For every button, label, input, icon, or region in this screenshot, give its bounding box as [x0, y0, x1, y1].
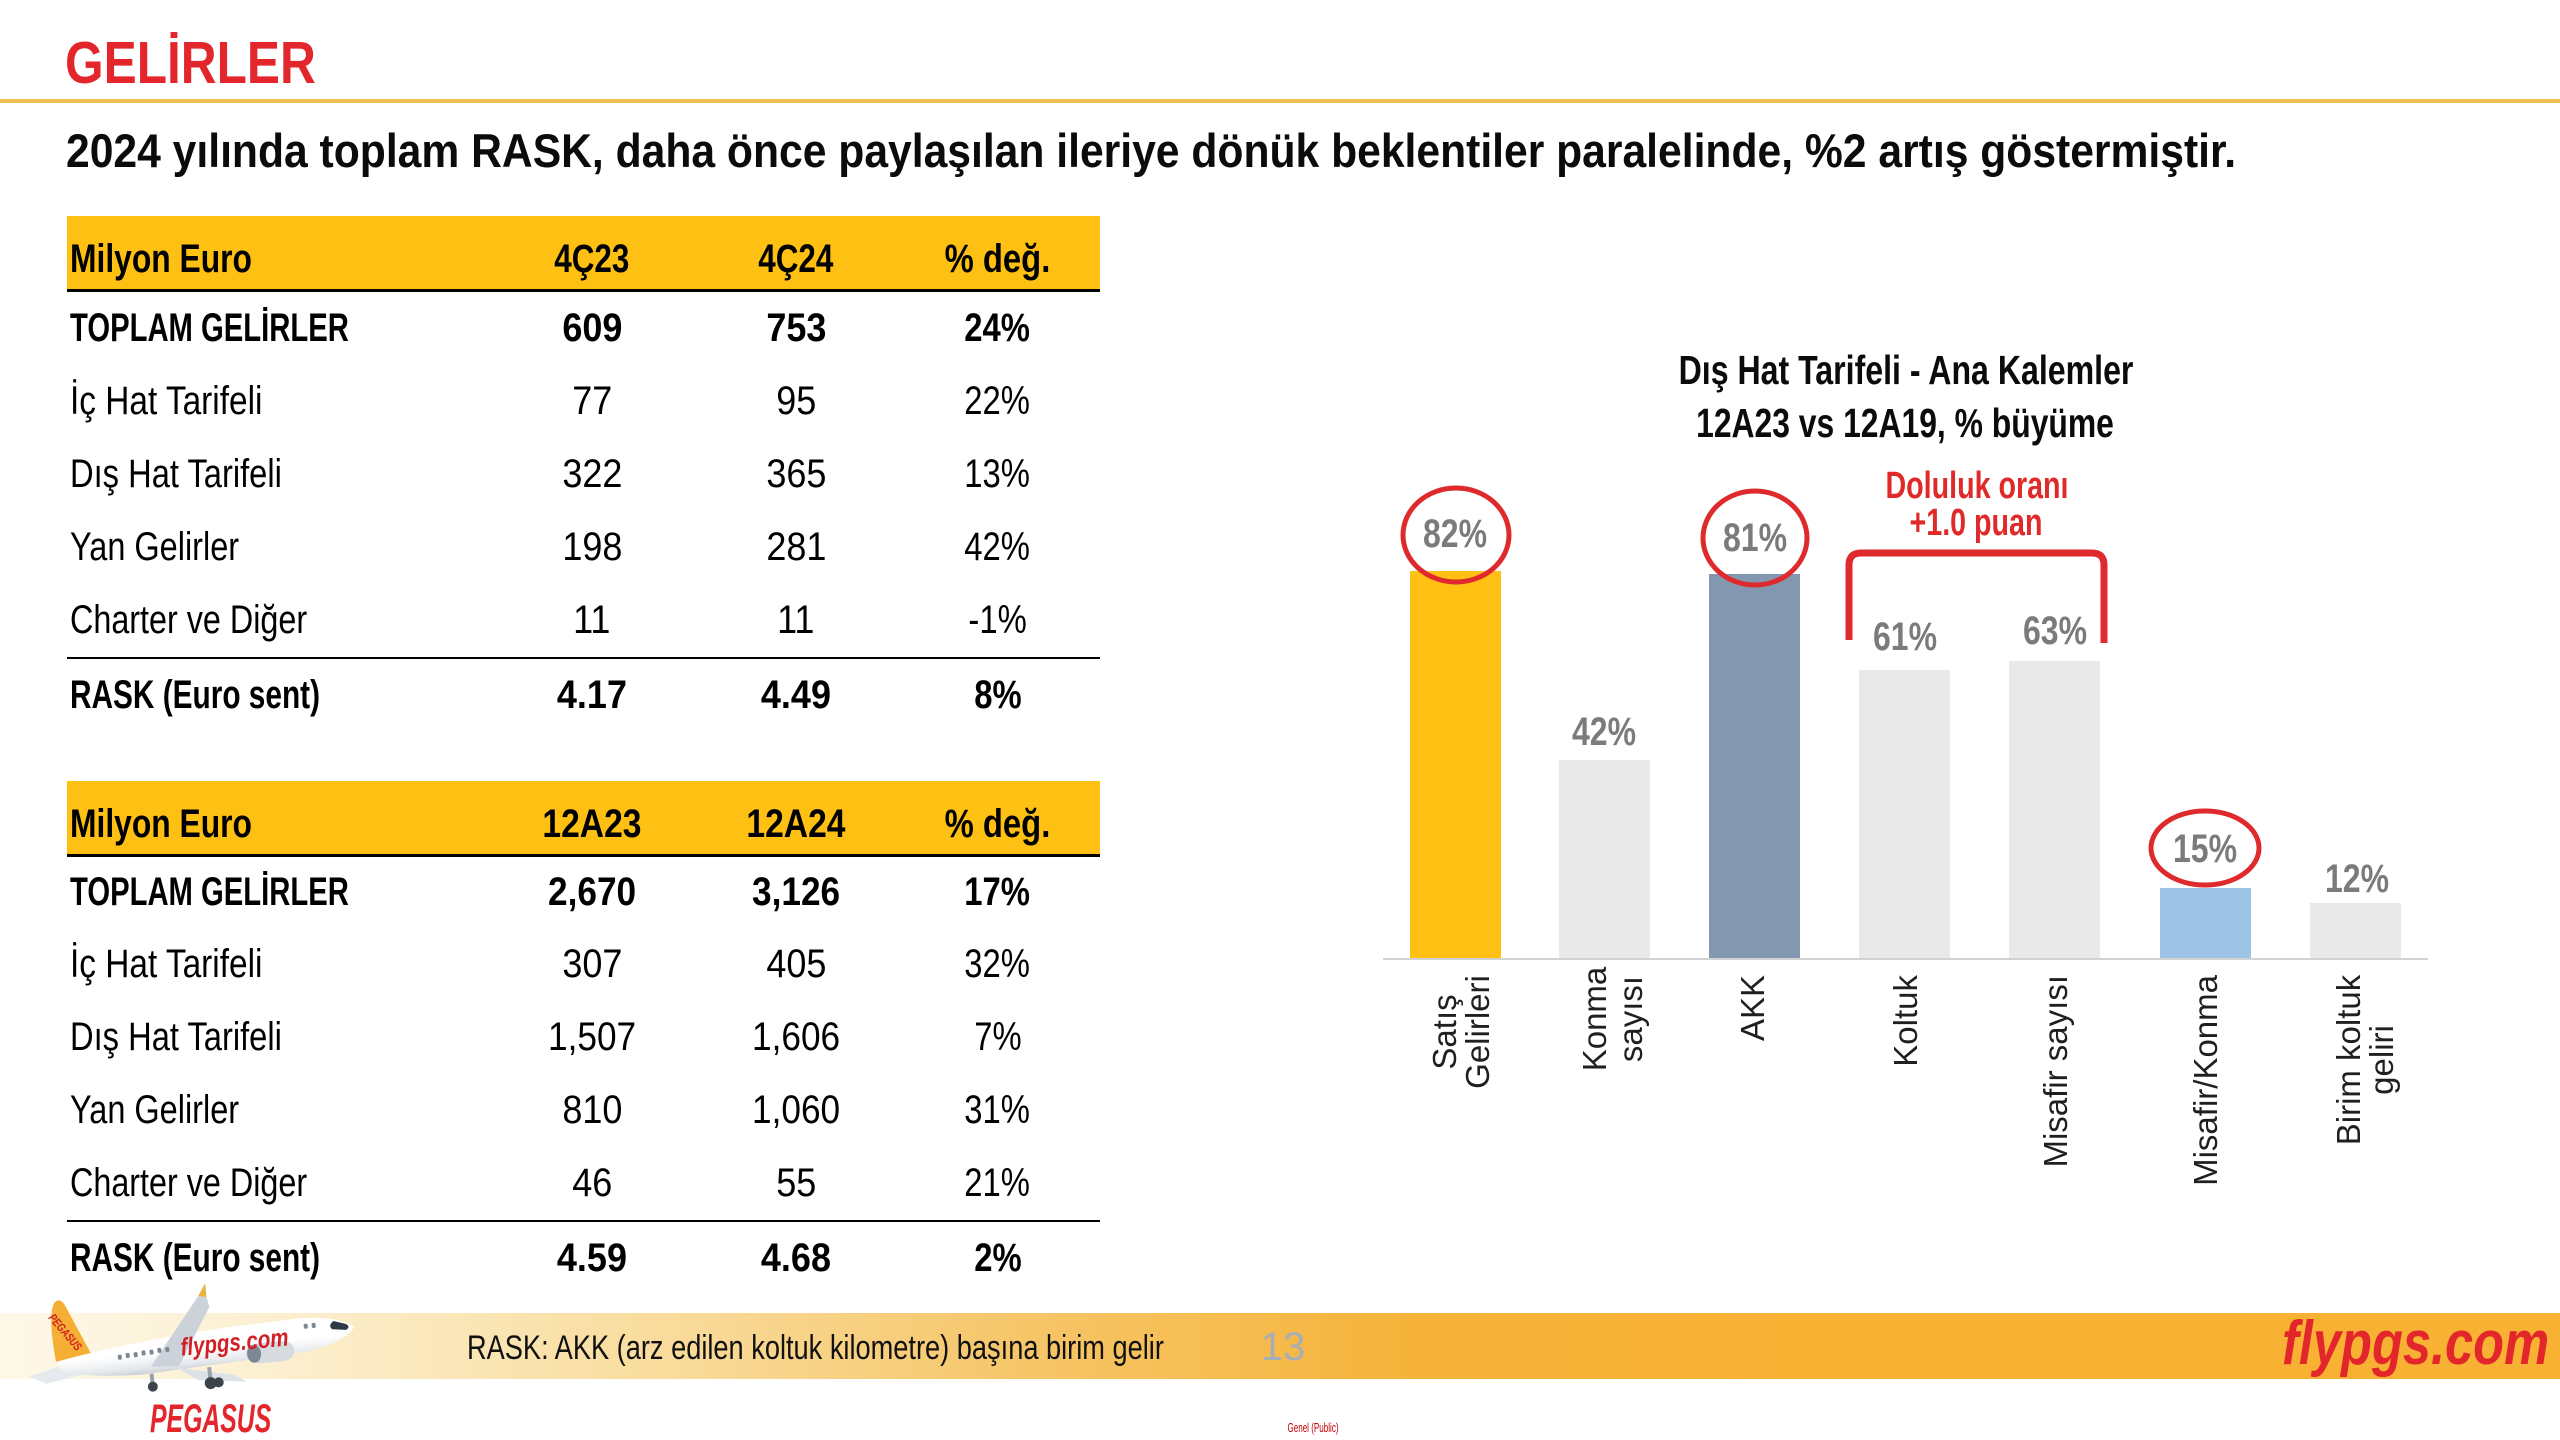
svg-text:Misafir/Konma: Misafir/Konma [2187, 974, 2224, 1186]
svg-text:82%: 82% [1423, 511, 1487, 556]
svg-text:61%: 61% [1873, 614, 1937, 659]
svg-text:+1.0 puan: +1.0 puan [1910, 502, 2043, 544]
svg-text:12A23 vs 12A19, % büyüme: 12A23 vs 12A19, % büyüme [1696, 400, 2114, 446]
svg-text:Misafir sayısı: Misafir sayısı [2037, 975, 2074, 1168]
svg-text:Birim koltuk: Birim koltuk [2330, 974, 2367, 1145]
svg-text:AKK: AKK [1734, 975, 1771, 1041]
svg-text:81%: 81% [1723, 515, 1787, 560]
svg-text:12%: 12% [2325, 856, 2389, 901]
svg-text:Gelirleri: Gelirleri [1459, 975, 1496, 1089]
svg-text:63%: 63% [2023, 608, 2087, 653]
svg-text:PEGASUS: PEGASUS [150, 1397, 271, 1440]
svg-text:Konma: Konma [1576, 966, 1613, 1071]
svg-text:15%: 15% [2173, 826, 2237, 871]
svg-text:sayısı: sayısı [1612, 976, 1649, 1062]
svg-text:Koltuk: Koltuk [1887, 975, 1924, 1067]
svg-text:Satış: Satış [1426, 994, 1463, 1069]
svg-text:Doluluk oranı: Doluluk oranı [1885, 465, 2068, 507]
svg-text:geliri: geliri [2363, 1025, 2400, 1095]
svg-text:Dış Hat Tarifeli - Ana Kalemle: Dış Hat Tarifeli - Ana Kalemler [1679, 347, 2134, 393]
svg-text:42%: 42% [1572, 709, 1636, 754]
